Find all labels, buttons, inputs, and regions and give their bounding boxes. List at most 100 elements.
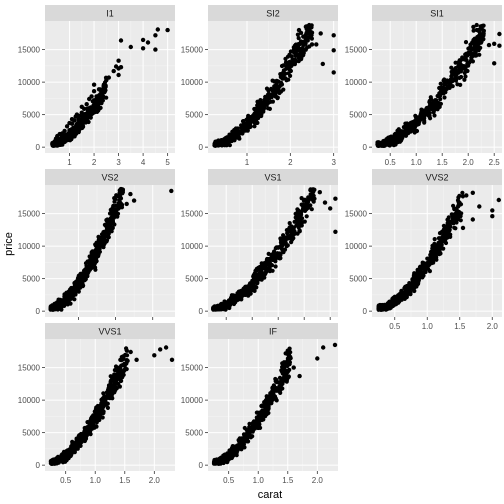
data-point [270, 388, 275, 394]
data-point [128, 191, 133, 197]
data-point [297, 373, 302, 379]
data-point [318, 31, 323, 36]
facet-strip-label: IF [269, 327, 278, 337]
data-point [267, 106, 272, 111]
data-point [91, 98, 97, 103]
facet-panel-if: IF 0.5 1.0 1.5 2.0 0 5000 10000 15000 [181, 323, 338, 485]
data-point [384, 137, 389, 142]
data-point [58, 138, 63, 143]
data-point [331, 48, 336, 53]
data-point [92, 261, 97, 266]
data-point [117, 188, 122, 193]
data-point [110, 387, 115, 392]
data-point [289, 63, 294, 68]
data-point [253, 280, 258, 285]
data-point [74, 440, 79, 445]
data-point [416, 115, 421, 120]
data-point [272, 384, 277, 389]
facet-panel-si2: SI2 1 2 3 0 5000 10000 15000 [181, 5, 338, 167]
data-point [388, 302, 393, 307]
data-point [462, 70, 467, 75]
x-tick-label: 3 [331, 158, 336, 167]
data-point [396, 127, 401, 132]
data-point [399, 138, 404, 143]
data-point [233, 293, 238, 299]
data-point [331, 33, 336, 38]
data-point [101, 236, 106, 241]
data-point [332, 342, 338, 348]
data-point [258, 425, 263, 430]
data-point [458, 59, 463, 64]
data-point [282, 235, 287, 240]
data-point [105, 401, 110, 406]
points-layer [376, 190, 501, 312]
data-point [288, 49, 293, 54]
x-tick-label: 0.5 [389, 322, 401, 331]
y-tick-label: 15000 [345, 46, 368, 55]
data-point [291, 365, 296, 370]
data-point [304, 30, 309, 35]
data-point [87, 427, 92, 432]
facet-strip-label: VS2 [101, 173, 118, 183]
data-point [224, 305, 229, 310]
data-point [412, 121, 417, 126]
data-point [89, 251, 94, 256]
data-point [89, 106, 94, 111]
x-tick-label: 5 [165, 158, 170, 167]
data-point [295, 32, 300, 37]
data-point [438, 81, 443, 86]
data-point [253, 284, 258, 289]
data-point [122, 367, 128, 372]
data-point [118, 202, 124, 207]
data-point [220, 141, 225, 147]
data-point [292, 50, 297, 55]
data-point [269, 95, 274, 100]
x-axis-title: carat [258, 489, 282, 501]
data-point [106, 221, 112, 227]
x-tick-label: 3 [116, 158, 121, 167]
data-point [423, 107, 429, 112]
data-point [165, 27, 170, 33]
data-point [86, 266, 92, 271]
data-point [124, 201, 129, 207]
data-point [275, 85, 280, 90]
y-tick-label: 0 [199, 461, 204, 470]
data-point [275, 96, 280, 101]
data-point [105, 226, 110, 231]
data-point [301, 34, 306, 39]
data-point [120, 191, 125, 196]
x-tick-label: 0.5 [223, 476, 235, 485]
data-point [104, 218, 109, 223]
data-point [259, 403, 264, 409]
data-point [442, 95, 447, 100]
data-point [443, 240, 449, 246]
data-point [292, 47, 297, 52]
data-point [87, 420, 92, 425]
data-point [247, 421, 252, 426]
data-point [470, 217, 475, 222]
data-point [152, 353, 157, 358]
data-point [62, 294, 67, 299]
data-point [306, 195, 311, 200]
data-point [283, 240, 288, 245]
data-point [93, 267, 98, 272]
data-point [456, 195, 461, 200]
data-point [486, 42, 492, 48]
y-tick-label: 0 [363, 143, 368, 152]
data-point [305, 45, 310, 50]
y-tick-label: 10000 [18, 242, 41, 251]
data-point [65, 448, 70, 453]
y-tick-label: 5000 [185, 429, 203, 438]
data-point [451, 221, 456, 226]
data-point [470, 59, 475, 64]
data-point [311, 193, 316, 198]
y-tick-label: 5000 [22, 429, 40, 438]
data-point [253, 106, 258, 111]
data-point [79, 126, 84, 131]
data-point [389, 141, 394, 146]
data-point [426, 263, 431, 268]
data-point [251, 117, 257, 122]
data-point [110, 214, 115, 219]
data-point [267, 395, 272, 400]
data-point [49, 305, 54, 310]
